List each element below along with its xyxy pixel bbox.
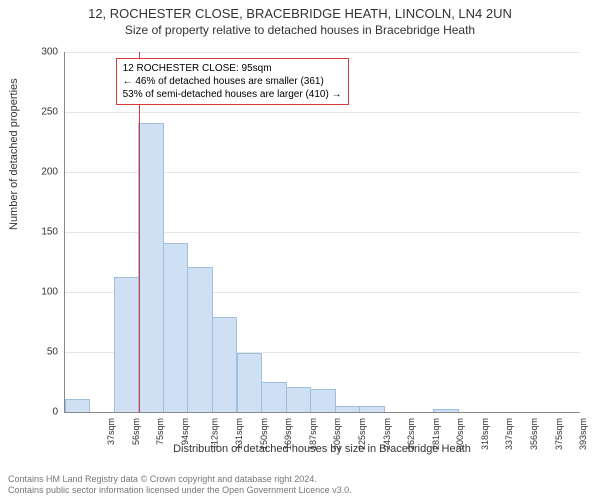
- info-box-line: ← 46% of detached houses are smaller (36…: [123, 75, 342, 88]
- x-axis-label: Distribution of detached houses by size …: [64, 443, 580, 455]
- info-box-line: 53% of semi-detached houses are larger (…: [123, 88, 342, 101]
- histogram-bar: [433, 409, 458, 412]
- y-tick-label: 250: [41, 107, 58, 118]
- y-axis-line: [64, 52, 65, 412]
- plot-area: 05010015020025030037sqm56sqm75sqm94sqm11…: [64, 52, 580, 412]
- gridline: [64, 112, 580, 113]
- histogram-bar: [335, 406, 360, 412]
- histogram-bar: [237, 353, 262, 412]
- info-box: 12 ROCHESTER CLOSE: 95sqm← 46% of detach…: [116, 58, 349, 105]
- chart-subtitle: Size of property relative to detached ho…: [0, 23, 600, 37]
- y-tick-label: 50: [47, 347, 58, 358]
- histogram-bar: [359, 406, 384, 412]
- histogram-bar: [286, 387, 311, 412]
- y-tick-label: 300: [41, 47, 58, 58]
- histogram-bar: [138, 123, 163, 412]
- histogram-bar: [261, 382, 286, 412]
- footer-line-1: Contains HM Land Registry data © Crown c…: [8, 474, 352, 485]
- gridline: [64, 52, 580, 53]
- y-tick-label: 100: [41, 287, 58, 298]
- x-tick-label: 37sqm: [106, 418, 116, 445]
- footer-line-2: Contains public sector information licen…: [8, 485, 352, 496]
- y-tick-label: 0: [52, 407, 58, 418]
- property-marker-line: [139, 52, 140, 412]
- x-tick-label: 75sqm: [155, 418, 165, 445]
- y-tick-label: 200: [41, 167, 58, 178]
- x-tick-label: 94sqm: [180, 418, 190, 445]
- chart-title: 12, ROCHESTER CLOSE, BRACEBRIDGE HEATH, …: [0, 0, 600, 21]
- y-tick-label: 150: [41, 227, 58, 238]
- histogram-bar: [163, 243, 188, 412]
- info-box-line: 12 ROCHESTER CLOSE: 95sqm: [123, 62, 342, 75]
- x-tick-label: 56sqm: [131, 418, 141, 445]
- histogram-bar: [187, 267, 212, 412]
- chart-container: 12, ROCHESTER CLOSE, BRACEBRIDGE HEATH, …: [0, 0, 600, 500]
- footer-text: Contains HM Land Registry data © Crown c…: [8, 474, 352, 496]
- histogram-bar: [310, 389, 335, 412]
- histogram-bar: [114, 277, 139, 412]
- y-axis-label: Number of detached properties: [8, 78, 20, 230]
- x-axis-line: [64, 412, 580, 413]
- histogram-bar: [212, 317, 237, 412]
- histogram-bar: [65, 399, 90, 412]
